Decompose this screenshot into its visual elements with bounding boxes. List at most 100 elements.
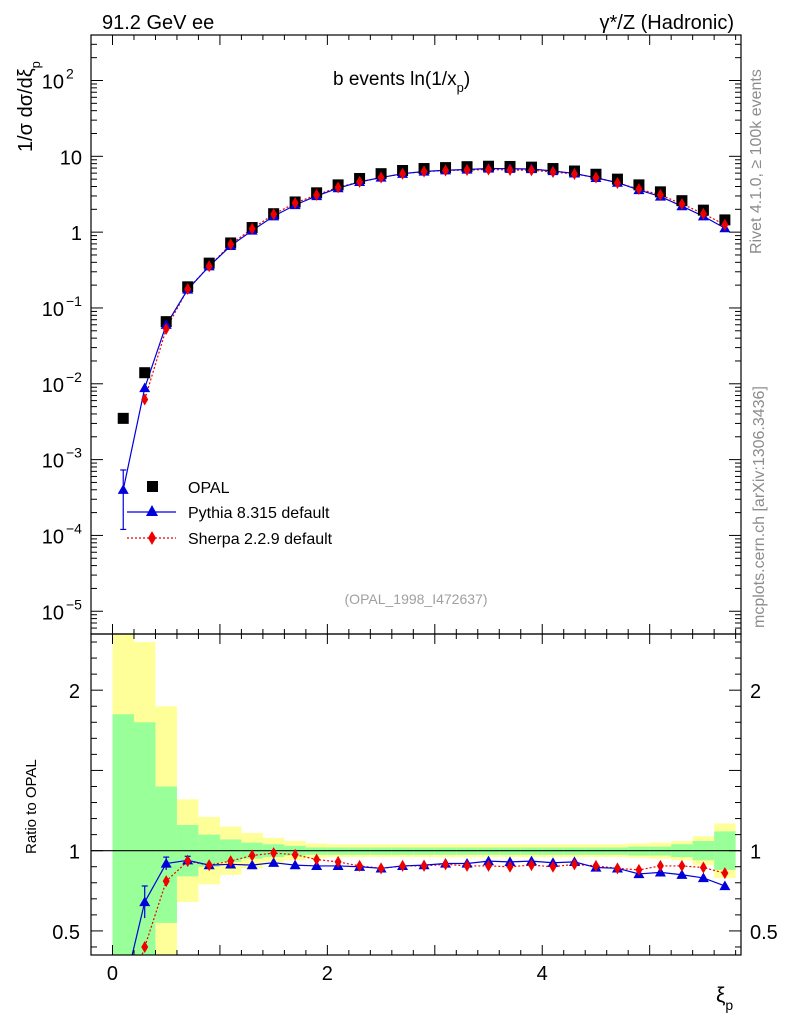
sherpa-point-28 <box>721 218 729 231</box>
main-y-tick-exp-5: −3 <box>66 445 82 461</box>
ratio-y-tick-label-right-1: 1 <box>750 842 761 864</box>
main-y-tick-label-6: 10 <box>42 526 64 548</box>
sherpa-ratio-point-2 <box>162 875 170 888</box>
sherpa-point-21 <box>570 167 578 180</box>
main-y-tick-label-1: 10 <box>60 147 82 169</box>
sherpa-point-22 <box>592 171 600 184</box>
pythia-ratio-point-1 <box>139 896 151 907</box>
sherpa-ratio-point-17 <box>485 859 493 872</box>
sherpa-point-16 <box>463 163 471 176</box>
sherpa-ratio-point-25 <box>656 859 664 872</box>
sherpa-point-1 <box>141 393 149 406</box>
sherpa-ratio-point-16 <box>463 859 471 872</box>
legend-sherpa-marker <box>148 531 156 545</box>
main-y-tick-label-5: 10 <box>42 451 64 473</box>
ratio-frame <box>90 633 742 956</box>
pythia-ratio-point-2 <box>160 858 172 868</box>
pythia-point-1 <box>139 382 151 393</box>
sherpa-ratio-point-11 <box>356 859 364 872</box>
opal-point-1 <box>139 367 151 379</box>
sherpa-ratio-point-21 <box>570 858 578 871</box>
sherpa-point-20 <box>549 166 557 179</box>
sherpa-ratio-point-18 <box>506 860 514 873</box>
sherpa-ratio-point-27 <box>699 861 707 874</box>
pythia-ratio-point-28 <box>719 880 731 891</box>
sherpa-ratio-point-10 <box>334 855 342 868</box>
main-y-tick-label-2: 1 <box>71 223 82 245</box>
sherpa-ratio-point-26 <box>678 859 686 872</box>
sherpa-point-4 <box>205 260 213 273</box>
sherpa-ratio-point-20 <box>549 860 557 873</box>
sherpa-ratio-point-1 <box>141 940 149 953</box>
sherpa-ratio-point-28 <box>721 867 729 880</box>
ratio-clipped-group <box>131 847 731 955</box>
sherpa-ratio-point-23 <box>613 862 621 875</box>
sherpa-point-23 <box>613 176 621 189</box>
main-y-tick-label-0: 10 <box>42 71 64 93</box>
sherpa-ratio-point-24 <box>635 863 643 876</box>
sherpa-point-15 <box>442 164 450 177</box>
main-y-axis-label: 1/σ dσ/dξp <box>15 61 43 152</box>
sherpa-point-13 <box>399 167 407 180</box>
x-tick-label-2: 2 <box>322 963 333 985</box>
sherpa-ratio-point-12 <box>377 862 385 875</box>
analysis-id: (OPAL_1998_I472637) <box>345 591 488 607</box>
sherpa-ratio-point-5 <box>227 855 235 868</box>
pythia-main-line <box>122 167 726 490</box>
x-tick-label-0: 0 <box>107 963 118 985</box>
main-y-tick-exp-0: 2 <box>66 65 74 81</box>
sherpa-ratio-point-14 <box>420 859 428 872</box>
sherpa-ratio-point-4 <box>205 859 213 872</box>
pythia-ratio-point-27 <box>697 872 709 883</box>
sherpa-ratio-point-13 <box>399 859 407 872</box>
ratio-y-tick-label-left-1: 1 <box>69 842 80 864</box>
pythia-ratio-point-8 <box>289 859 301 870</box>
axes <box>90 34 742 956</box>
sherpa-point-18 <box>506 163 514 176</box>
sherpa-ratio-point-8 <box>291 848 299 861</box>
sherpa-point-6 <box>248 222 256 235</box>
sherpa-point-27 <box>699 207 707 220</box>
sherpa-point-2 <box>162 322 170 335</box>
legend-pythia-label: Pythia 8.315 default <box>188 505 330 522</box>
band-inner-2 <box>155 786 177 923</box>
sherpa-ratio-point-15 <box>442 858 450 871</box>
sherpa-point-19 <box>527 164 535 177</box>
ratio-uncertainty-bands <box>91 634 741 955</box>
header-left: 91.2 GeV ee <box>102 12 214 34</box>
ratio-series-marks <box>131 847 731 955</box>
pythia-ratio-point-6 <box>246 859 258 870</box>
band-inner-1 <box>133 722 156 955</box>
ratio-y-tick-label-left-0.5: 0.5 <box>52 922 80 944</box>
sherpa-point-14 <box>420 165 428 178</box>
sherpa-ratio-point-6 <box>248 849 256 862</box>
sherpa-point-3 <box>184 282 192 295</box>
main-y-tick-label-4: 10 <box>42 375 64 397</box>
main-y-tick-exp-7: −5 <box>66 596 82 612</box>
sherpa-point-5 <box>227 238 235 251</box>
legend-opal-label: OPAL <box>188 480 230 497</box>
main-y-tick-exp-4: −2 <box>66 369 82 385</box>
main-y-tick-exp-3: −1 <box>66 293 82 309</box>
mcplots-reference-label: mcplots.cern.ch [arXiv:1306.3436] <box>751 386 768 628</box>
sherpa-main-line <box>144 168 726 400</box>
rivet-version-label: Rivet 4.1.0, ≥ 100k events <box>748 69 765 254</box>
sherpa-ratio-point-3 <box>184 855 192 868</box>
header-right: γ*/Z (Hadronic) <box>600 12 734 34</box>
sherpa-point-11 <box>356 175 364 188</box>
legend-opal-marker <box>147 481 158 492</box>
sherpa-ratio-point-19 <box>527 859 535 872</box>
sherpa-point-24 <box>635 183 643 196</box>
sherpa-ratio-point-7 <box>270 847 278 860</box>
sherpa-point-25 <box>656 188 664 201</box>
sherpa-ratio-point-9 <box>313 853 321 866</box>
pythia-point-0 <box>117 484 129 494</box>
ratio-y-tick-label-right-0.5: 0.5 <box>750 922 778 944</box>
sherpa-point-12 <box>377 171 385 184</box>
pythia-ratio-point-26 <box>676 869 688 879</box>
band-inner-0 <box>112 714 134 955</box>
sherpa-point-17 <box>485 163 493 176</box>
legend: OPAL Pythia 8.315 default Sherpa 2.2.9 d… <box>127 480 333 548</box>
